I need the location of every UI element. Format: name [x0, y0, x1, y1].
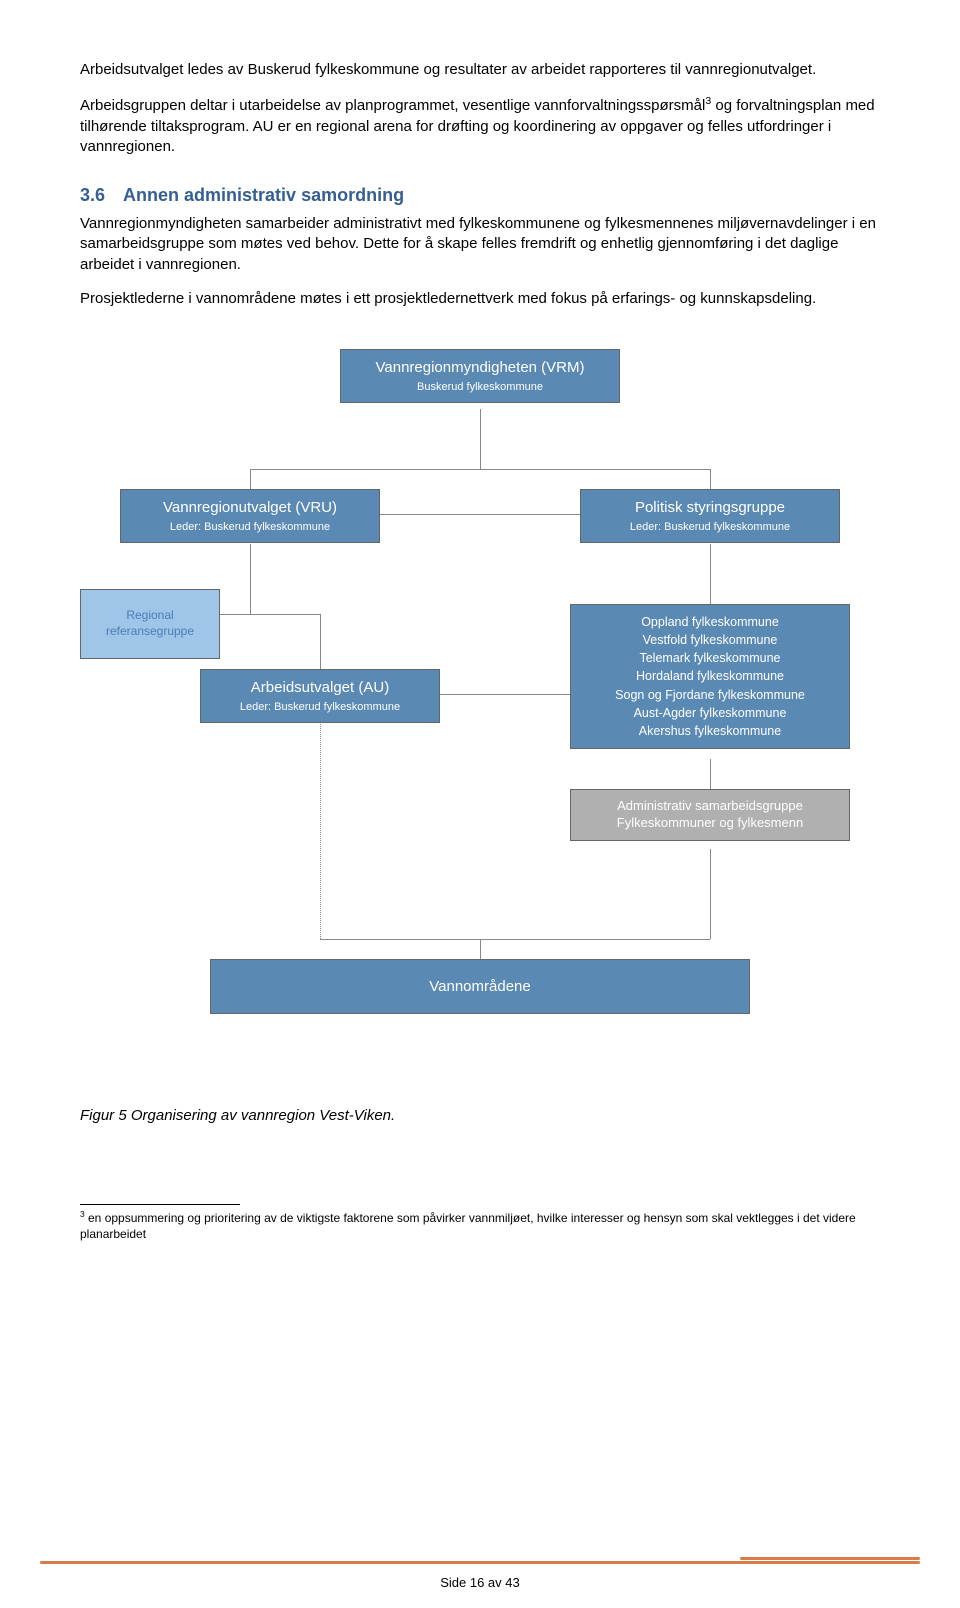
footnote-3: 3 en oppsummering og prioritering av de … [80, 1209, 880, 1242]
connector [710, 469, 711, 489]
pol-sub: Leder: Buskerud fylkeskommune [587, 520, 833, 534]
org-box-au: Arbeidsutvalget (AU) Leder: Buskerud fyl… [200, 669, 440, 723]
fylke-line: Akershus fylkeskommune [577, 722, 843, 740]
org-box-vru: Vannregionutvalget (VRU) Leder: Buskerud… [120, 489, 380, 543]
connector [480, 939, 481, 959]
footer-rule [40, 1561, 920, 1564]
paragraph-4: Prosjektlederne i vannområdene møtes i e… [80, 289, 880, 309]
au-title: Arbeidsutvalget (AU) [207, 678, 433, 698]
paragraph-3: Vannregionmyndigheten samarbeider admini… [80, 214, 880, 275]
adm-line2: Fylkeskommuner og fylkesmenn [577, 815, 843, 832]
fylke-line: Hordaland fylkeskommune [577, 667, 843, 685]
footnote-text: en oppsummering og prioritering av de vi… [80, 1211, 856, 1241]
connector [710, 759, 711, 789]
vann-title: Vannområdene [429, 977, 530, 997]
org-box-vrm: Vannregionmyndigheten (VRM) Buskerud fyl… [340, 349, 620, 403]
adm-line1: Administrativ samarbeidsgruppe [577, 798, 843, 815]
org-box-pol: Politisk styringsgruppe Leder: Buskerud … [580, 489, 840, 543]
connector [710, 849, 711, 939]
connector [320, 939, 710, 940]
section-title: Annen administrativ samordning [123, 185, 404, 205]
org-box-ref: Regional referansegruppe [80, 589, 220, 659]
connector [250, 469, 251, 489]
au-sub: Leder: Buskerud fylkeskommune [207, 700, 433, 714]
vrm-title: Vannregionmyndigheten (VRM) [347, 358, 613, 378]
connector [250, 544, 251, 614]
connector [480, 409, 481, 469]
paragraph-1: Arbeidsutvalget ledes av Buskerud fylkes… [80, 60, 880, 80]
connector [250, 469, 710, 470]
connector [380, 514, 580, 515]
paragraph-2: Arbeidsgruppen deltar i utarbeidelse av … [80, 94, 880, 157]
fylke-line: Sogn og Fjordane fylkeskommune [577, 686, 843, 704]
vru-sub: Leder: Buskerud fylkeskommune [127, 520, 373, 534]
fylke-line: Aust-Agder fylkeskommune [577, 704, 843, 722]
vrm-sub: Buskerud fylkeskommune [347, 380, 613, 394]
fylke-line: Oppland fylkeskommune [577, 613, 843, 631]
footnote-separator [80, 1204, 240, 1205]
page-number: Side 16 av 43 [0, 1575, 960, 1590]
org-box-adm: Administrativ samarbeidsgruppe Fylkeskom… [570, 789, 850, 841]
ref-title: Regional referansegruppe [87, 608, 213, 639]
paragraph-2a: Arbeidsgruppen deltar i utarbeidelse av … [80, 97, 705, 114]
vru-title: Vannregionutvalget (VRU) [127, 498, 373, 518]
pol-title: Politisk styringsgruppe [587, 498, 833, 518]
org-chart: Vannregionmyndigheten (VRM) Buskerud fyl… [80, 349, 880, 1089]
fylke-line: Telemark fylkeskommune [577, 649, 843, 667]
figure-caption: Figur 5 Organisering av vannregion Vest-… [80, 1107, 880, 1124]
org-box-fylker: Oppland fylkeskommuneVestfold fylkeskomm… [570, 604, 850, 749]
connector [440, 694, 570, 695]
org-box-vann: Vannområdene [210, 959, 750, 1014]
connector-dotted [320, 724, 321, 939]
section-heading-3-6: 3.6 Annen administrativ samordning [80, 185, 880, 206]
connector [320, 614, 321, 669]
connector [710, 544, 711, 604]
section-num: 3.6 [80, 185, 105, 206]
connector [250, 614, 320, 615]
fylke-line: Vestfold fylkeskommune [577, 631, 843, 649]
